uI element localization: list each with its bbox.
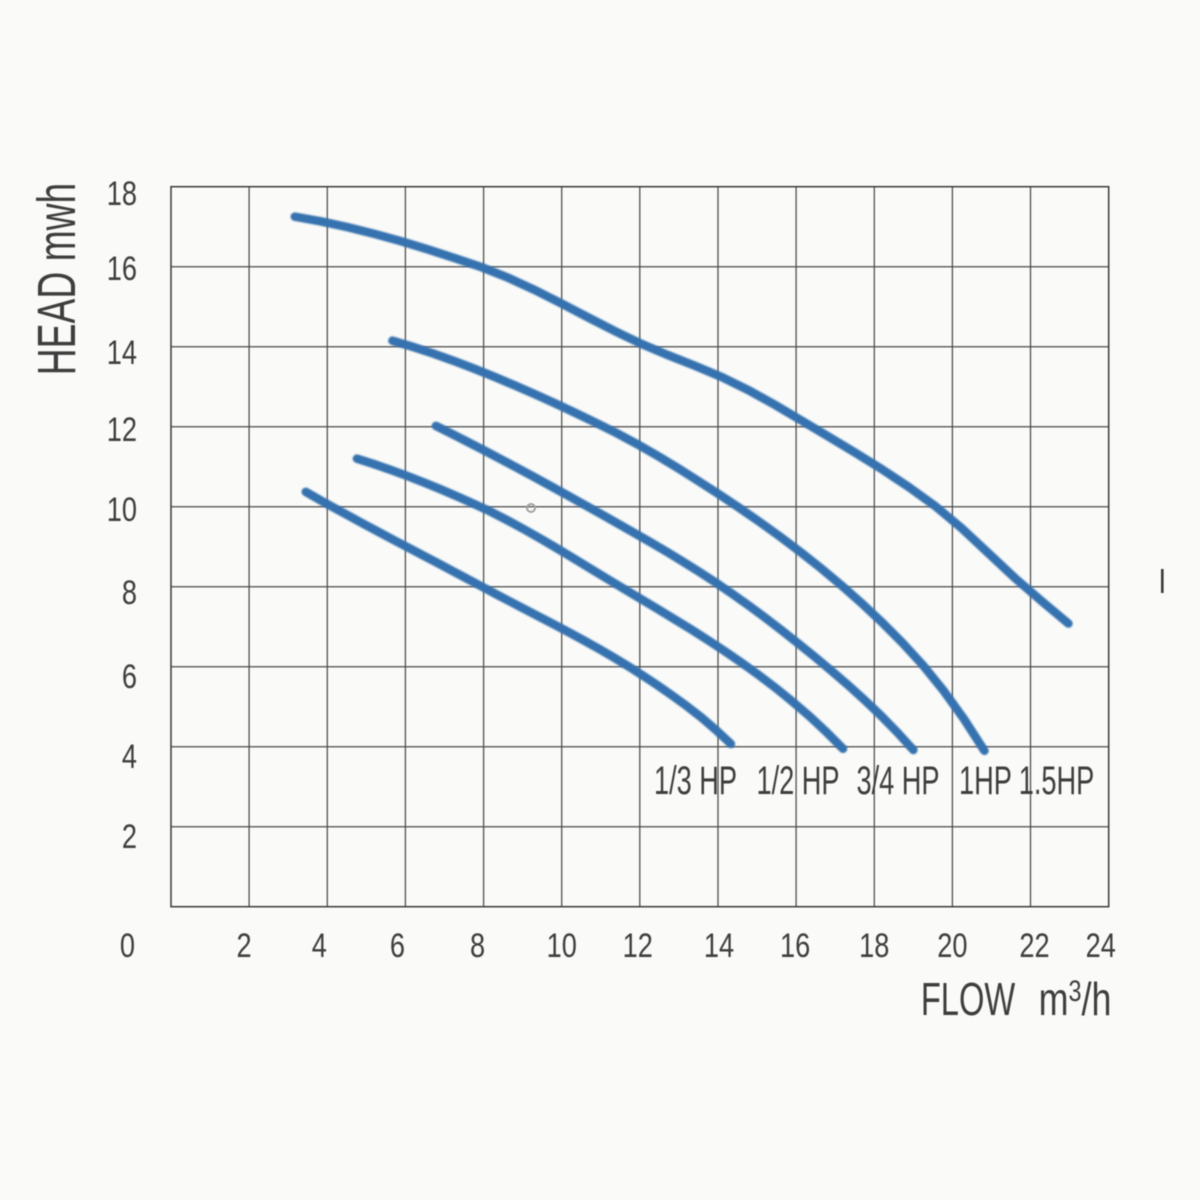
svg-text:16: 16 [780,926,810,965]
svg-text:0: 0 [120,926,135,965]
svg-text:20: 20 [937,926,967,965]
svg-text:1.5HP: 1.5HP [1019,759,1095,803]
svg-text:12: 12 [107,410,137,449]
svg-text:3/4 HP: 3/4 HP [856,759,939,803]
svg-text:1/3 HP: 1/3 HP [654,759,737,803]
svg-text:8: 8 [122,573,137,612]
svg-text:1/2 HP: 1/2 HP [756,759,839,803]
svg-text:18: 18 [107,174,137,213]
svg-text:14: 14 [704,926,734,965]
svg-text:2: 2 [237,926,252,965]
svg-text:FLOW: FLOW [921,975,1016,1026]
svg-text:4: 4 [122,737,137,776]
svg-text:1HP: 1HP [959,759,1012,803]
svg-text:HEAD mwh: HEAD mwh [26,183,87,375]
svg-text:6: 6 [122,657,137,696]
svg-text:10: 10 [107,490,137,529]
svg-text:8: 8 [470,926,485,965]
svg-text:16: 16 [107,249,137,288]
svg-text:24: 24 [1086,926,1116,965]
svg-text:4: 4 [312,926,327,965]
svg-text:12: 12 [623,926,653,965]
svg-text:14: 14 [107,333,137,372]
svg-text:22: 22 [1019,926,1049,965]
svg-text:2: 2 [122,817,137,856]
svg-text:6: 6 [390,926,405,965]
svg-text:10: 10 [547,926,577,965]
svg-text:18: 18 [859,926,889,965]
